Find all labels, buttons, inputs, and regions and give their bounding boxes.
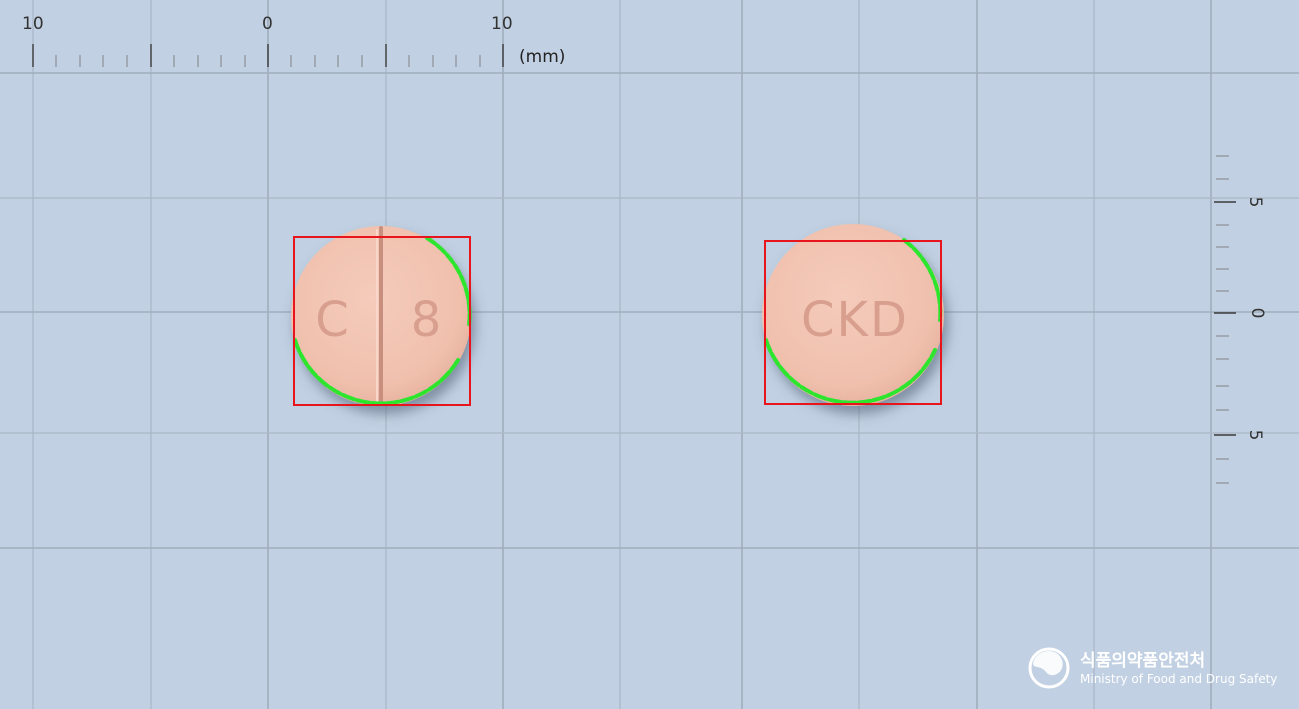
bounding-box-back bbox=[764, 240, 942, 405]
top-ruler-label-left: 10 bbox=[22, 14, 44, 34]
contour-back-lower bbox=[764, 338, 937, 405]
bounding-box-front bbox=[293, 236, 471, 406]
contour-front-lower bbox=[293, 338, 460, 406]
tablet-front-imprint-right: 8 bbox=[411, 292, 442, 348]
right-ruler-label-bottom: 5 bbox=[1245, 430, 1265, 441]
mfds-logo: 식품의약품안전처 Ministry of Food and Drug Safet… bbox=[1028, 647, 1277, 689]
tablet-front: C 8 bbox=[291, 226, 472, 406]
logo-korean-text: 식품의약품안전처 bbox=[1080, 650, 1205, 671]
tablet-back-body bbox=[762, 224, 944, 406]
right-ruler-label-top: 5 bbox=[1245, 197, 1265, 208]
right-ruler-label-center: 0 bbox=[1247, 308, 1267, 319]
tablet-front-imprint-left: C bbox=[315, 292, 349, 348]
tablet-back: CKD bbox=[762, 224, 944, 406]
mfds-emblem-icon bbox=[1028, 647, 1070, 689]
tablet-back-imprint: CKD bbox=[801, 292, 909, 348]
top-ruler-label-center: 0 bbox=[262, 14, 273, 34]
logo-english-text: Ministry of Food and Drug Safety bbox=[1080, 672, 1277, 686]
right-ruler: 5 0 5 bbox=[1214, 155, 1267, 484]
ruler-unit-label: (mm) bbox=[519, 47, 565, 67]
top-ruler: 10 0 10 (mm) bbox=[22, 14, 565, 67]
top-ruler-label-right: 10 bbox=[491, 14, 513, 34]
